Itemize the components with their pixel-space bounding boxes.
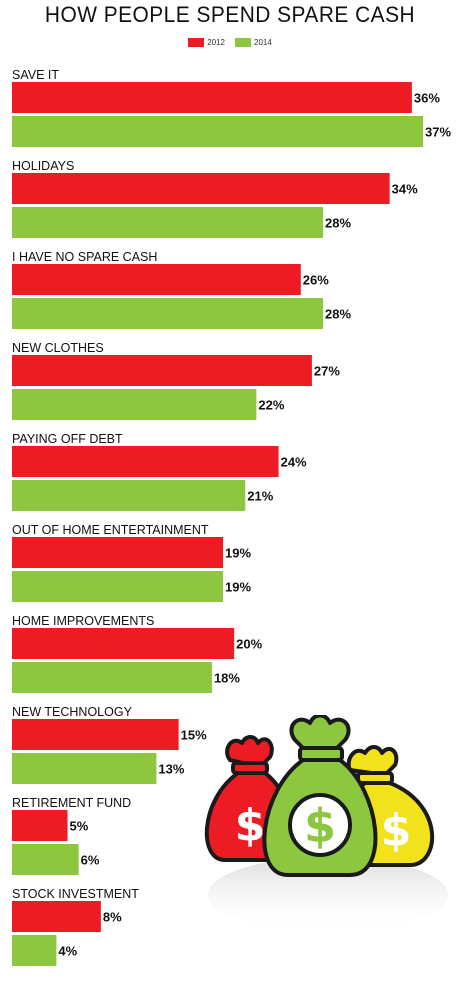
- value-label-2014-holidays: 28%: [325, 216, 351, 231]
- bar-2014-save-it: [12, 116, 423, 147]
- bar-2014-stock-investment: [12, 935, 57, 966]
- value-label-2012-home-improvements: 20%: [236, 637, 262, 652]
- bar-2014-i-have-no-spare-cash: [12, 298, 324, 329]
- value-label-2012-holidays: 34%: [392, 182, 418, 197]
- category-label-paying-off-debt: PAYING OFF DEBT: [12, 432, 123, 446]
- value-label-2014-i-have-no-spare-cash: 28%: [325, 307, 351, 322]
- chart-title: HOW PEOPLE SPEND SPARE CASH: [44, 2, 416, 27]
- category-label-save-it: SAVE IT: [12, 68, 59, 82]
- value-label-2012-out-of-home-entertainment: 19%: [225, 546, 251, 561]
- category-label-i-have-no-spare-cash: I HAVE NO SPARE CASH: [12, 250, 157, 264]
- category-label-holidays: HOLIDAYS: [12, 159, 74, 173]
- category-label-new-technology: NEW TECHNOLOGY: [12, 705, 133, 719]
- value-label-2014-paying-off-debt: 21%: [247, 489, 273, 504]
- legend-swatch-2012: [188, 38, 205, 47]
- svg-text:$: $: [381, 805, 412, 856]
- green-money-bag: $: [262, 715, 378, 877]
- value-label-2012-paying-off-debt: 24%: [281, 455, 307, 470]
- legend-item-2012: 2012: [188, 38, 225, 47]
- category-label-home-improvements: HOME IMPROVEMENTS: [12, 614, 154, 628]
- value-label-2012-i-have-no-spare-cash: 26%: [303, 273, 329, 288]
- bar-2012-stock-investment: [12, 901, 101, 932]
- bag-reflection: [208, 857, 448, 933]
- legend-label-2014: 2014: [254, 38, 272, 47]
- bar-2012-out-of-home-entertainment: [12, 537, 224, 568]
- value-label-2014-stock-investment: 4%: [58, 944, 77, 959]
- bar-2012-paying-off-debt: [12, 446, 279, 477]
- category-label-stock-investment: STOCK INVESTMENT: [12, 887, 139, 901]
- bar-2014-out-of-home-entertainment: [12, 571, 224, 602]
- money-bags-icon: $ $ $: [204, 715, 448, 933]
- bar-2012-new-clothes: [12, 355, 312, 386]
- bar-2012-save-it: [12, 82, 412, 113]
- value-label-2014-new-clothes: 22%: [258, 398, 284, 413]
- bar-2012-new-technology: [12, 719, 179, 750]
- value-label-2014-retirement-fund: 6%: [81, 853, 100, 868]
- value-label-2012-new-clothes: 27%: [314, 364, 340, 379]
- bar-2012-home-improvements: [12, 628, 235, 659]
- legend-swatch-2014: [235, 38, 251, 47]
- category-label-new-clothes: NEW CLOTHES: [12, 341, 104, 355]
- bar-2014-paying-off-debt: [12, 480, 246, 511]
- value-label-2012-save-it: 36%: [414, 91, 440, 106]
- bar-2014-retirement-fund: [12, 844, 79, 875]
- value-label-2012-stock-investment: 8%: [103, 910, 122, 925]
- category-label-out-of-home-entertainment: OUT OF HOME ENTERTAINMENT: [12, 523, 209, 537]
- bar-2014-new-clothes: [12, 389, 257, 420]
- value-label-2012-retirement-fund: 5%: [70, 819, 89, 834]
- value-label-2014-save-it: 37%: [425, 125, 451, 140]
- bar-2012-retirement-fund: [12, 810, 68, 841]
- bar-2014-new-technology: [12, 753, 157, 784]
- legend-label-2012: 2012: [207, 38, 225, 47]
- bar-2012-i-have-no-spare-cash: [12, 264, 301, 295]
- value-label-2014-home-improvements: 18%: [214, 671, 240, 686]
- svg-text:$: $: [235, 800, 266, 851]
- svg-text:$: $: [304, 799, 336, 853]
- value-label-2014-out-of-home-entertainment: 19%: [225, 580, 251, 595]
- legend-item-2014: 2014: [235, 38, 272, 47]
- value-label-2012-new-technology: 15%: [181, 728, 207, 743]
- bar-2014-holidays: [12, 207, 324, 238]
- value-label-2014-new-technology: 13%: [158, 762, 184, 777]
- bar-2014-home-improvements: [12, 662, 212, 693]
- category-label-retirement-fund: RETIREMENT FUND: [12, 796, 131, 810]
- legend: 2012 2014: [0, 38, 460, 47]
- bar-2012-holidays: [12, 173, 390, 204]
